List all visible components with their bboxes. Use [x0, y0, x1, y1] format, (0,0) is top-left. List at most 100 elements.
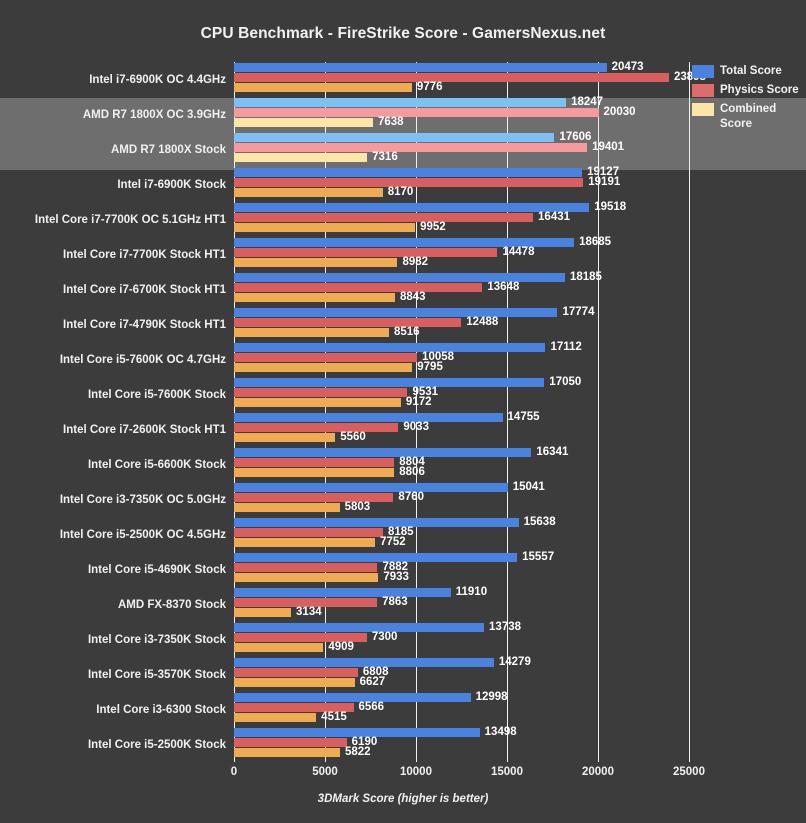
- bar-value-label: 6566: [358, 701, 385, 713]
- bar-physics: [234, 458, 395, 467]
- bar-row: 13738 7300 4909: [234, 621, 689, 657]
- bar-value-label: 11910: [455, 586, 488, 598]
- bar-value-label: 18185: [569, 271, 602, 283]
- category-label: Intel Core i5-6600K Stock: [87, 459, 226, 471]
- bar-value-label: 3134: [296, 606, 322, 618]
- bar-value-label: 13498: [484, 726, 517, 738]
- category-label: Intel Core i7-4790K Stock HT1: [63, 319, 226, 331]
- bar-combined: [234, 538, 376, 547]
- bar-value-label: 19127: [587, 166, 620, 178]
- bar-row: 17774 12488 8516: [234, 306, 689, 342]
- bar-total: [234, 63, 607, 72]
- category-label: Intel Core i3-6300 Stock: [96, 704, 226, 716]
- category-label: Intel Core i7-2600K Stock HT1: [63, 424, 226, 436]
- bar-total: [234, 413, 503, 422]
- bar-value-label: 16341: [536, 446, 569, 458]
- bar-total: [234, 133, 555, 142]
- bar-physics: [234, 703, 354, 712]
- bar-row: 15557 7882 7933: [234, 551, 689, 587]
- bar-total: [234, 553, 518, 562]
- bar-value-label: 14478: [502, 246, 535, 258]
- bar-value-label: 7638: [378, 116, 404, 128]
- bar-total: [234, 518, 519, 527]
- bar-value-label: 19191: [588, 176, 621, 188]
- legend-label: Physics Score: [720, 84, 799, 96]
- category-label: AMD R7 1800X OC 3.9GHz: [82, 109, 226, 121]
- bar-row: 17112 10058 9795: [234, 341, 689, 377]
- bar-physics: [234, 738, 347, 747]
- x-tick-label: 5000: [312, 766, 338, 778]
- bar-value-label: 20030: [603, 106, 636, 118]
- bar-value-label: 17112: [550, 341, 582, 353]
- bar-physics: [234, 598, 378, 607]
- bar-row: 13498 6190 5822: [234, 726, 689, 762]
- category-label: Intel Core i5-2500K OC 4.5GHz: [59, 529, 226, 541]
- category-label: Intel i7-6900K OC 4.4GHz: [89, 74, 226, 86]
- bar-total: [234, 98, 567, 107]
- bar-combined: [234, 398, 401, 407]
- bar-physics: [234, 668, 358, 677]
- bar-total: [234, 308, 558, 317]
- bar-row: 18247 20030 7638: [234, 96, 689, 132]
- bar-value-label: 5803: [344, 501, 371, 513]
- gridline-5000: [325, 62, 326, 762]
- bar-value-label: 8982: [402, 256, 429, 268]
- bar-total: [234, 168, 583, 177]
- bar-value-label: 19401: [592, 141, 625, 153]
- category-label: Intel Core i5-3570K Stock: [87, 669, 226, 681]
- legend-item[interactable]: Physics Score: [692, 83, 806, 99]
- bar-combined: [234, 328, 389, 337]
- bar-total: [234, 623, 485, 632]
- bar-combined: [234, 223, 416, 232]
- bar-row: 11910 7863 3134: [234, 586, 689, 622]
- bar-total: [234, 343, 546, 352]
- category-label: Intel Core i5-4690K Stock: [87, 564, 226, 576]
- bar-value-label: 16431: [538, 211, 571, 223]
- bar-row: 17606 19401 7316: [234, 131, 689, 167]
- bar-row: 19518 16431 9952: [234, 201, 689, 237]
- bar-row: 17050 9531 9172: [234, 376, 689, 412]
- bar-row: 20473 23898 9776: [234, 61, 706, 97]
- bar-physics: [234, 143, 588, 152]
- bar-value-label: 23898: [673, 71, 706, 83]
- bar-value-label: 9795: [417, 361, 443, 373]
- x-tick-label: 10000: [400, 766, 432, 778]
- bar-value-label: 8806: [399, 466, 425, 478]
- bar-value-label: 14755: [507, 411, 540, 423]
- bar-value-label: 8760: [398, 491, 425, 503]
- bar-value-label: 7933: [383, 571, 409, 583]
- legend-item[interactable]: Total Score: [692, 64, 806, 80]
- legend-swatch-icon: [692, 65, 714, 78]
- bar-value-label: 17606: [559, 131, 592, 143]
- category-label: Intel Core i7-7700K OC 5.1GHz HT1: [34, 214, 226, 226]
- category-label: Intel Core i5-7600K OC 4.7GHz: [59, 354, 226, 366]
- bar-value-label: 8804: [399, 456, 425, 468]
- bar-value-label: 15041: [512, 481, 545, 493]
- bar-combined: [234, 503, 340, 512]
- category-label: AMD FX-8370 Stock: [117, 599, 226, 611]
- bar-value-label: 7300: [371, 631, 398, 643]
- bar-value-label: 8170: [387, 186, 414, 198]
- bar-value-label: 4515: [321, 711, 347, 723]
- bar-value-label: 8843: [399, 291, 426, 303]
- bar-physics: [234, 283, 483, 292]
- bar-value-label: 9952: [420, 221, 446, 233]
- bar-total: [234, 728, 480, 737]
- bar-value-label: 9172: [405, 396, 432, 408]
- x-tick-label: 20000: [582, 766, 614, 778]
- bar-value-label: 15557: [522, 551, 555, 563]
- bar-row: 16341 8804 8806: [234, 446, 689, 482]
- bar-physics: [234, 248, 498, 257]
- bar-physics: [234, 563, 378, 572]
- bar-physics: [234, 388, 408, 397]
- x-axis-title: 3DMark Score (higher is better): [317, 793, 489, 805]
- bar-value-label: 6627: [359, 676, 386, 688]
- category-label: Intel Core i5-7600K Stock: [87, 389, 226, 401]
- bar-value-label: 4909: [328, 641, 354, 653]
- legend-item[interactable]: Combined Score: [692, 102, 806, 132]
- bar-value-label: 12488: [466, 316, 499, 328]
- bar-value-label: 12998: [475, 691, 508, 703]
- bar-combined: [234, 748, 340, 757]
- bar-physics: [234, 73, 669, 82]
- bar-value-label: 9531: [412, 386, 439, 398]
